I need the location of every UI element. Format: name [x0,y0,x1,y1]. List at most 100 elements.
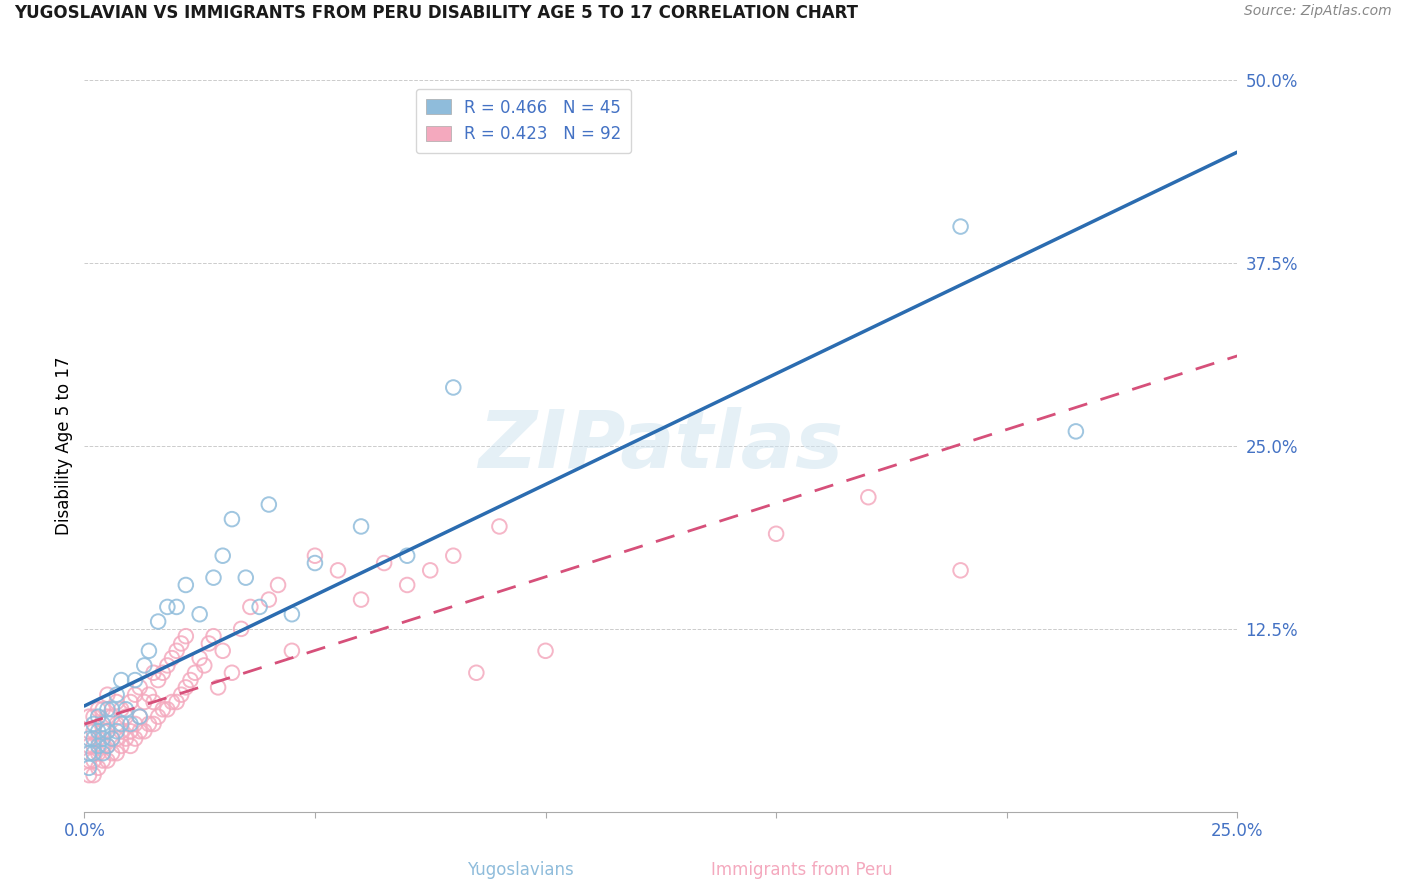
Point [91,739,114,753]
Point [120,739,142,753]
Point [193,658,215,673]
Point [142,665,165,680]
Point [267,578,290,592]
Point [257,498,280,512]
Point [96,724,118,739]
Point [156,702,179,716]
Point [96,702,118,716]
Point [156,599,179,614]
Point [166,644,188,658]
Point [184,665,207,680]
Point [441,380,464,394]
Point [257,592,280,607]
Point [211,549,233,563]
Point [179,673,201,687]
Point [101,731,124,746]
Point [281,644,304,658]
Point [221,512,243,526]
Point [128,709,150,723]
Point [146,615,169,629]
Point [87,702,110,716]
Point [91,754,114,768]
Point [235,571,257,585]
Point [110,739,132,753]
Point [83,739,105,753]
Point [239,599,262,614]
Point [202,629,225,643]
Point [105,724,128,739]
Point [83,724,105,739]
Point [83,746,105,760]
Point [120,695,142,709]
Point [77,768,100,782]
Point [105,695,128,709]
Point [128,724,150,739]
Point [949,563,972,577]
Point [142,695,165,709]
Point [1064,425,1087,439]
Point [166,695,188,709]
Point [465,665,488,680]
Point [115,702,138,716]
Point [115,731,138,746]
Point [326,563,349,577]
Point [858,490,880,504]
Point [128,681,150,695]
Point [96,688,118,702]
Point [83,768,105,782]
Y-axis label: Disability Age 5 to 17: Disability Age 5 to 17 [55,357,73,535]
Point [949,219,972,234]
Point [87,724,110,739]
Point [77,731,100,746]
Point [77,746,100,760]
Point [124,717,146,731]
Point [138,688,160,702]
Point [174,629,197,643]
Legend: R = 0.466   N = 45, R = 0.423   N = 92: R = 0.466 N = 45, R = 0.423 N = 92 [416,88,631,153]
Point [87,739,110,753]
Point [202,571,225,585]
Point [350,592,373,607]
Point [96,739,118,753]
Point [87,731,110,746]
Point [115,709,138,723]
Text: Source: ZipAtlas.com: Source: ZipAtlas.com [1244,4,1392,19]
Point [160,651,183,665]
Point [211,644,233,658]
Point [101,709,124,723]
Text: YUGOSLAVIAN VS IMMIGRANTS FROM PERU DISABILITY AGE 5 TO 17 CORRELATION CHART: YUGOSLAVIAN VS IMMIGRANTS FROM PERU DISA… [14,4,858,22]
Point [146,673,169,687]
Point [105,731,128,746]
Point [188,607,211,622]
Point [350,519,373,533]
Point [91,731,114,746]
Point [101,731,124,746]
Point [96,754,118,768]
Point [77,754,100,768]
Point [166,599,188,614]
Point [396,578,419,592]
Point [124,688,146,702]
Point [128,709,150,723]
Point [281,607,304,622]
Point [765,526,787,541]
Point [304,549,326,563]
Text: Yugoslavians: Yugoslavians [467,861,574,879]
Point [101,746,124,760]
Point [221,665,243,680]
Point [101,702,124,716]
Point [396,549,419,563]
Point [77,739,100,753]
Point [110,673,132,687]
Point [77,709,100,723]
Point [231,622,253,636]
Point [138,717,160,731]
Point [373,556,395,570]
Point [188,651,211,665]
Point [170,636,193,650]
Point [91,746,114,760]
Text: Immigrants from Peru: Immigrants from Peru [710,861,893,879]
Point [174,578,197,592]
Point [77,724,100,739]
Point [120,717,142,731]
